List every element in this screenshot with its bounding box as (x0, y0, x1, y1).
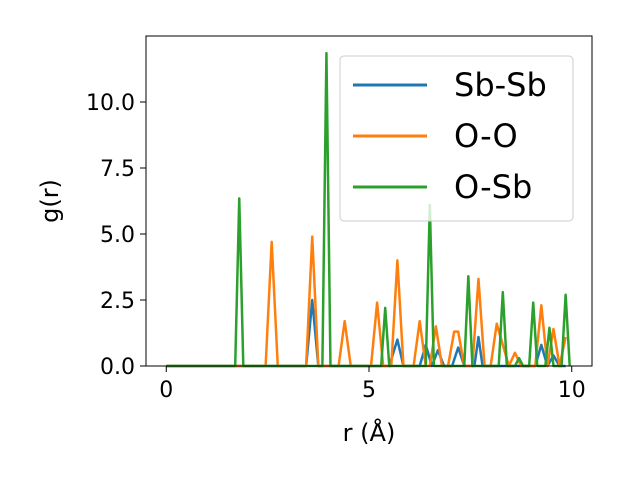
y-tick-label: 5.0 (100, 223, 135, 248)
x-tick-label: 0 (159, 378, 173, 403)
legend-label-o-sb: O-Sb (454, 168, 532, 206)
y-tick-label: 7.5 (100, 157, 135, 182)
x-tick-label: 5 (362, 378, 376, 403)
legend: Sb-Sb O-O O-Sb (339, 55, 574, 222)
y-tick-label: 2.5 (100, 289, 135, 314)
y-axis: 0.0 2.5 5.0 7.5 10.0 (86, 91, 146, 380)
x-axis: 0 5 10 (159, 366, 586, 403)
legend-label-sb-sb: Sb-Sb (454, 66, 547, 104)
x-tick-label: 10 (558, 378, 586, 403)
legend-box (339, 55, 574, 222)
x-axis-label: r (Å) (343, 418, 396, 447)
y-axis-label: g(r) (36, 179, 64, 223)
y-tick-label: 0.0 (100, 355, 135, 380)
y-tick-label: 10.0 (86, 91, 135, 116)
legend-label-o-o: O-O (454, 117, 518, 155)
